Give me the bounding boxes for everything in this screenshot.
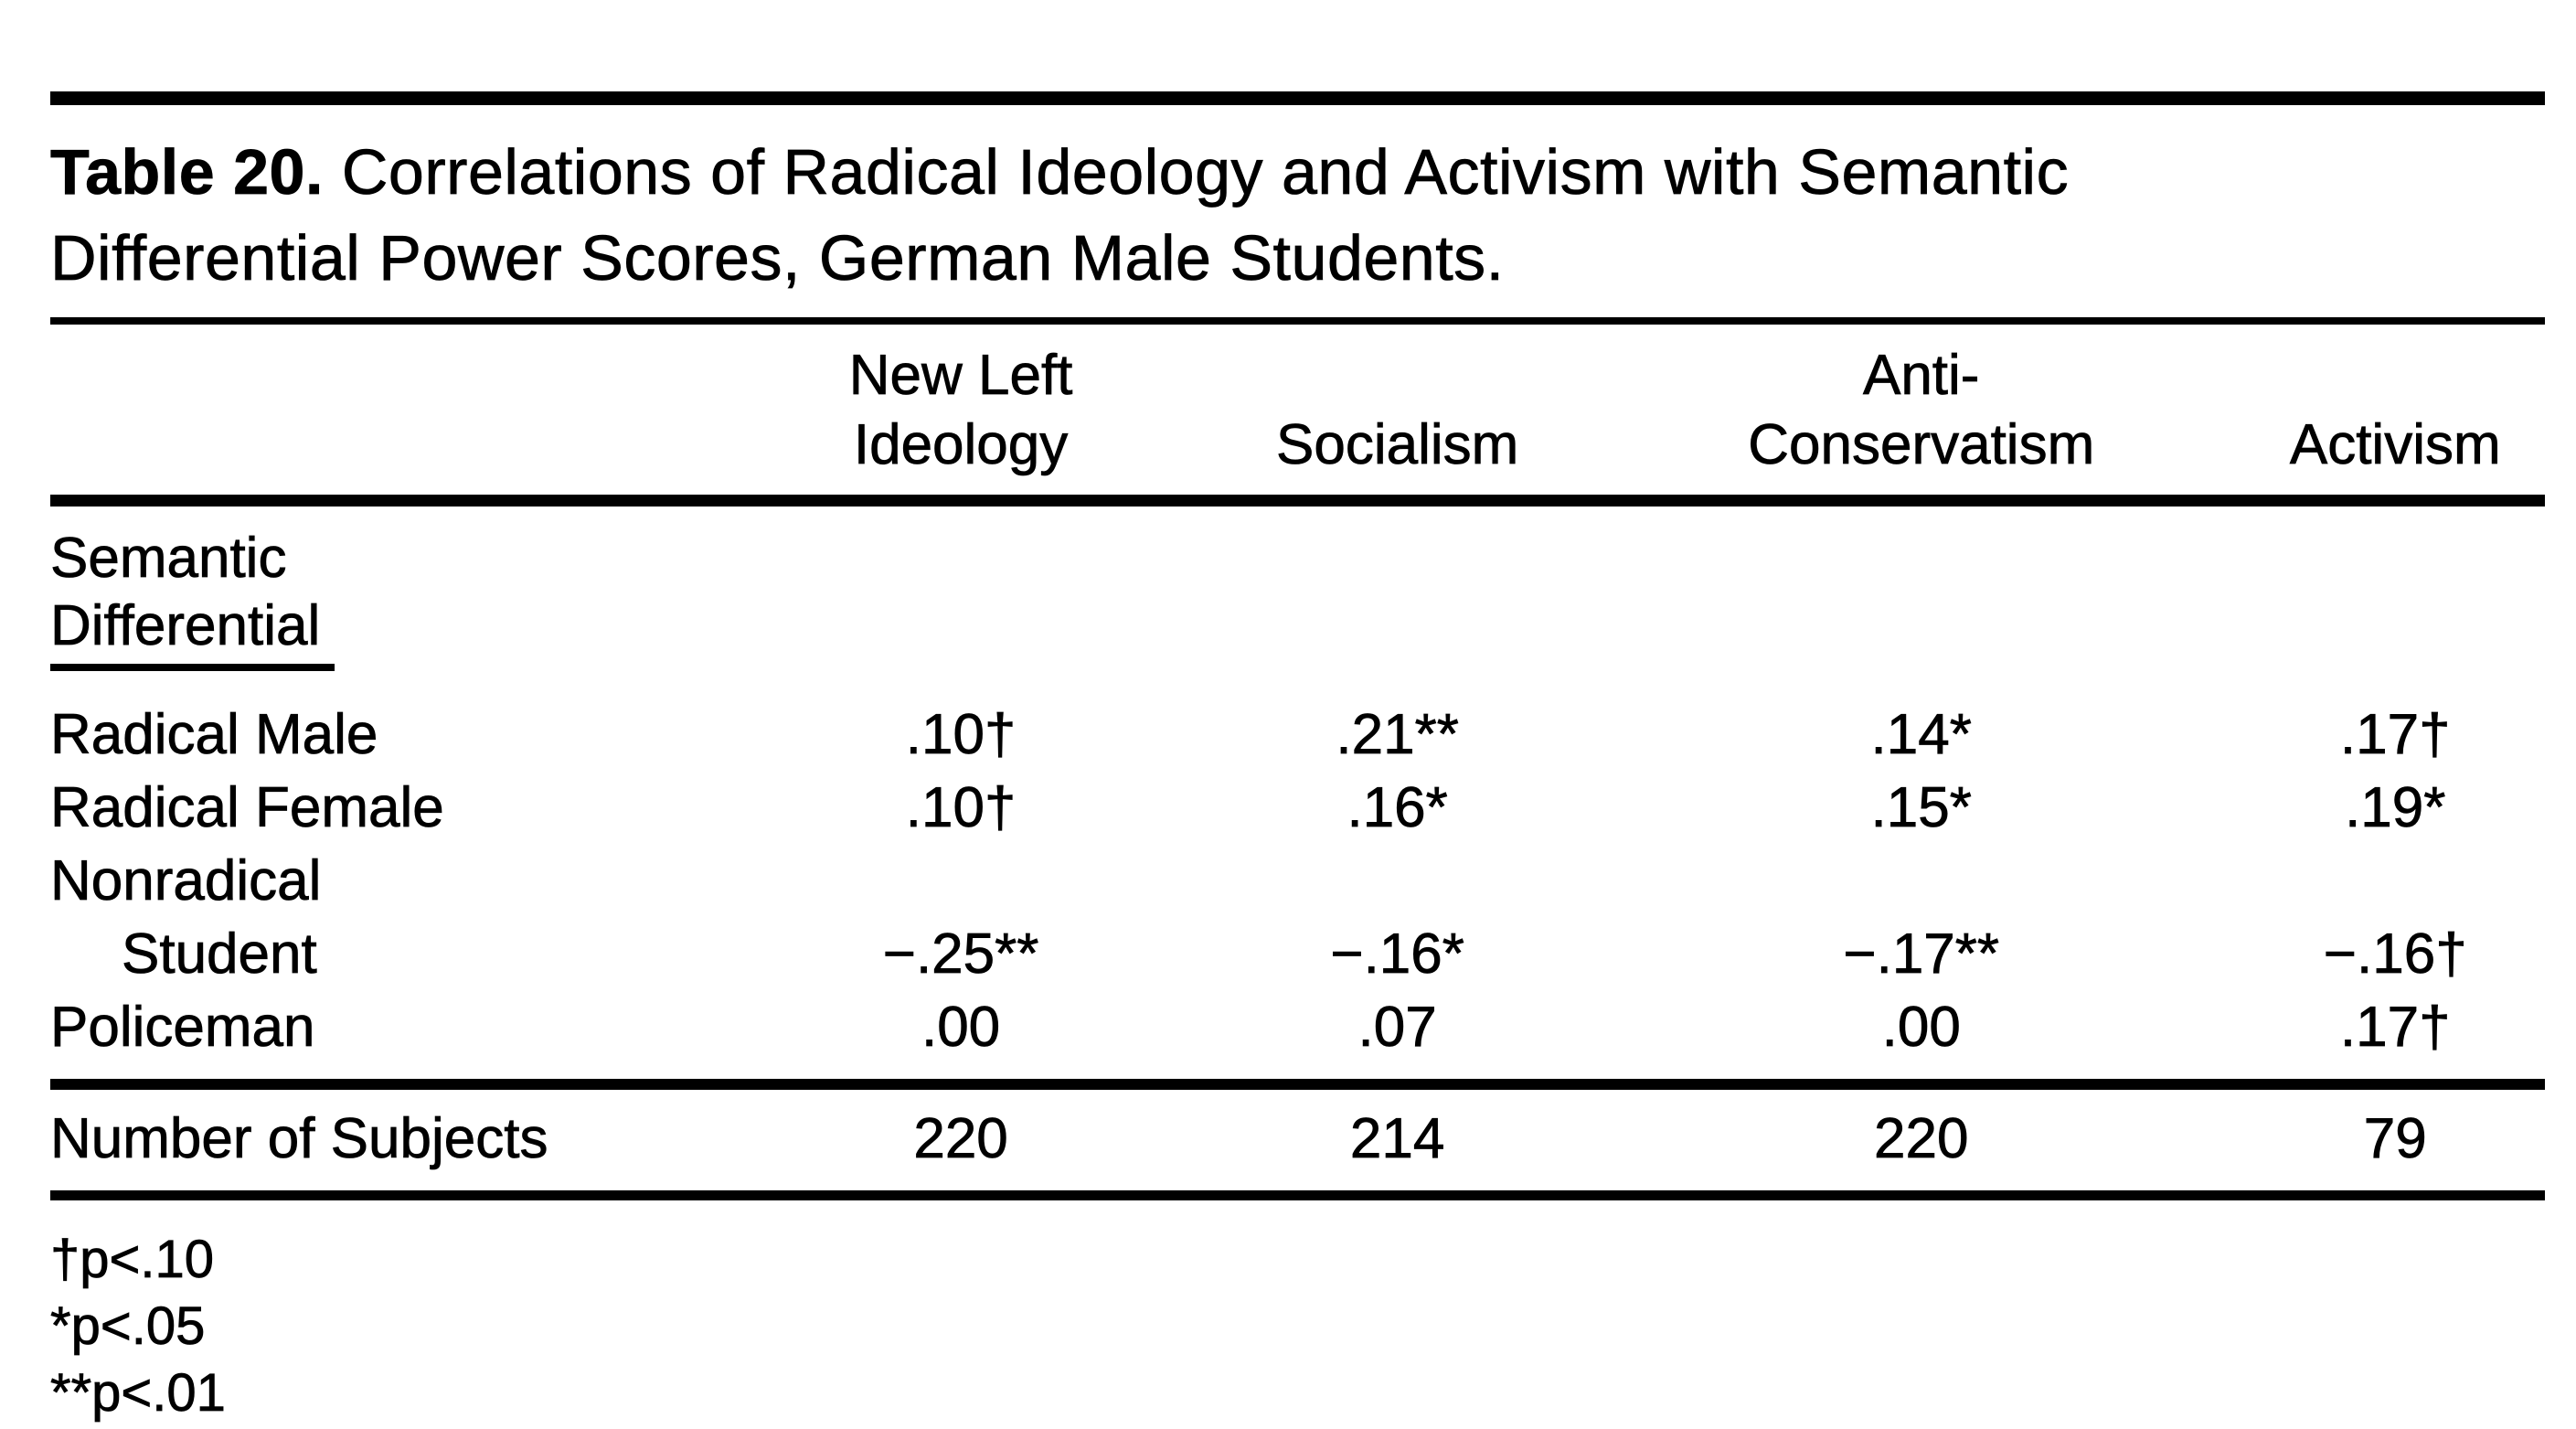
empty-cell [1198, 501, 1597, 672]
table-row-policeman: Policeman .00 .07 .00 .17† [50, 991, 2545, 1084]
header-line: Socialism [1275, 413, 1519, 477]
header-new-left-ideology: New Left Ideology [723, 325, 1198, 507]
header-socialism: Socialism [1198, 325, 1597, 507]
cell-value: −.16* [1330, 922, 1464, 986]
cell-value: .10† [905, 776, 1017, 840]
header-line: Ideology [853, 413, 1069, 477]
caption-line-2: Differential Power Scores, German Male S… [50, 222, 1505, 294]
cell-value: −.17** [1843, 922, 2000, 986]
table-row-radical-female: Radical Female .10† .16* .15* .19* [50, 772, 2545, 845]
header-line: Conservatism [1748, 413, 2095, 477]
table-row-student: Student −.25** −.16* −.17** −.16† [50, 918, 2545, 991]
caption-line-1-text: Correlations of Radical Ideology and Act… [323, 136, 2070, 208]
footnotes: †p<.10 *p<.05 **p<.01 [50, 1226, 2545, 1426]
footnote-two-star: **p<.01 [50, 1363, 227, 1424]
cell-value: 220 [1596, 1079, 2246, 1200]
header-line: Activism [2289, 413, 2501, 477]
row-label: Student [122, 922, 318, 986]
section-header-row: Semantic Differential [50, 501, 2545, 672]
header-row: New Left Ideology Socialism Anti- Conser… [50, 325, 2545, 507]
cell-value: 79 [2245, 1079, 2545, 1200]
section-label-underlined: Differential [50, 592, 335, 671]
row-label: Radical Male [50, 703, 378, 767]
empty-cell [724, 501, 1198, 672]
section-label-line-2: Differential [50, 592, 724, 671]
header-empty-cell [50, 325, 724, 507]
row-label: Nonradical [50, 849, 322, 913]
cell-value: .07 [1357, 996, 1437, 1060]
header-anti-conservatism: Anti- Conservatism [1596, 325, 2246, 507]
table-caption: Table 20. Correlations of Radical Ideolo… [50, 129, 2545, 301]
cell-value: .00 [1881, 996, 1961, 1060]
cell-value: .17† [2339, 996, 2451, 1060]
section-label-line-1: Semantic [50, 527, 287, 591]
row-label: Policeman [50, 996, 315, 1060]
header-activism: Activism [2245, 325, 2545, 507]
cell-value [2245, 845, 2545, 918]
header-line: Anti- [1862, 344, 1980, 408]
cell-value [1597, 845, 2246, 918]
cell-value [1198, 845, 1597, 918]
caption-rule [50, 317, 2545, 325]
table-row-radical-male: Radical Male .10† .21** .14* .17† [50, 671, 2545, 772]
header-line: New Left [848, 344, 1073, 408]
section-label: Semantic Differential [50, 501, 724, 671]
cell-value: 220 [723, 1079, 1198, 1200]
cell-value: .16* [1347, 776, 1448, 840]
cell-value: −.25** [882, 922, 1039, 986]
cell-value: −.16† [2323, 922, 2467, 986]
row-label: Radical Female [50, 776, 445, 840]
cell-value: .19* [2345, 776, 2446, 840]
row-label: Number of Subjects [50, 1079, 724, 1200]
cell-value: .17† [2339, 703, 2451, 767]
footnote-dagger: †p<.10 [50, 1230, 215, 1290]
table-row-number-of-subjects: Number of Subjects 220 214 220 79 [50, 1079, 2545, 1200]
empty-cell [1597, 501, 2246, 672]
table-row-nonradical: Nonradical [50, 845, 2545, 918]
correlation-table: New Left Ideology Socialism Anti- Conser… [50, 325, 2545, 1200]
empty-cell [2245, 501, 2545, 672]
cell-value: .14* [1870, 703, 1972, 767]
cell-value: .10† [905, 703, 1017, 767]
table-number: Table 20. [50, 136, 324, 208]
footnote-one-star: *p<.05 [50, 1296, 206, 1357]
cell-value [724, 845, 1198, 918]
cell-value: .00 [921, 996, 1001, 1060]
cell-value: .15* [1870, 776, 1972, 840]
cell-value: .21** [1336, 703, 1459, 767]
cell-value: 214 [1198, 1079, 1597, 1200]
caption-line-1: Table 20. Correlations of Radical Ideolo… [50, 129, 2545, 215]
top-rule [50, 91, 2545, 105]
